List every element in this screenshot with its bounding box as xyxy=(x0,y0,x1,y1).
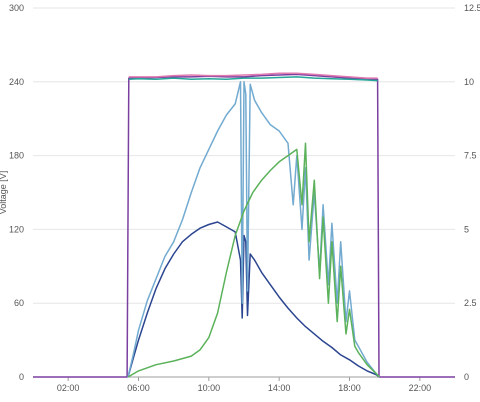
y-left-tick-label: 240 xyxy=(9,77,24,87)
y-right-tick-label: 2.5 xyxy=(464,298,477,308)
y-right-tick-label: 10 xyxy=(464,77,474,87)
x-tick-label: 02:00 xyxy=(57,383,80,393)
y-left-tick-label: 120 xyxy=(9,224,24,234)
y-left-tick-label: 300 xyxy=(9,3,24,13)
y-right-tick-label: 7.5 xyxy=(464,151,477,161)
x-tick-label: 14:00 xyxy=(268,383,291,393)
y-right-tick-label: 0 xyxy=(464,372,469,382)
y-left-tick-label: 0 xyxy=(19,372,24,382)
x-tick-label: 22:00 xyxy=(409,383,432,393)
series-line-2 xyxy=(128,72,378,79)
series-line-6 xyxy=(127,142,380,378)
series-lines xyxy=(33,72,455,378)
tick-labels: 0 0 60 2.5 120 5 180 7.5 240 10 300 12.5 02:00 06:00 1… xyxy=(9,3,480,393)
series-line-1 xyxy=(33,73,455,378)
series-line-5 xyxy=(127,81,380,378)
x-tick-label: 18:00 xyxy=(338,383,361,393)
series-line-4 xyxy=(127,221,380,378)
y-left-tick-label: 180 xyxy=(9,151,24,161)
y-left-tick-label: 60 xyxy=(14,298,24,308)
y-right-tick-label: 5 xyxy=(464,224,469,234)
y-axis-label-left: Voltage [V] xyxy=(0,171,8,215)
series-line-3 xyxy=(128,76,378,82)
x-tick-label: 10:00 xyxy=(198,383,221,393)
x-tick-label: 06:00 xyxy=(127,383,150,393)
y-right-tick-label: 12.5 xyxy=(464,3,480,13)
